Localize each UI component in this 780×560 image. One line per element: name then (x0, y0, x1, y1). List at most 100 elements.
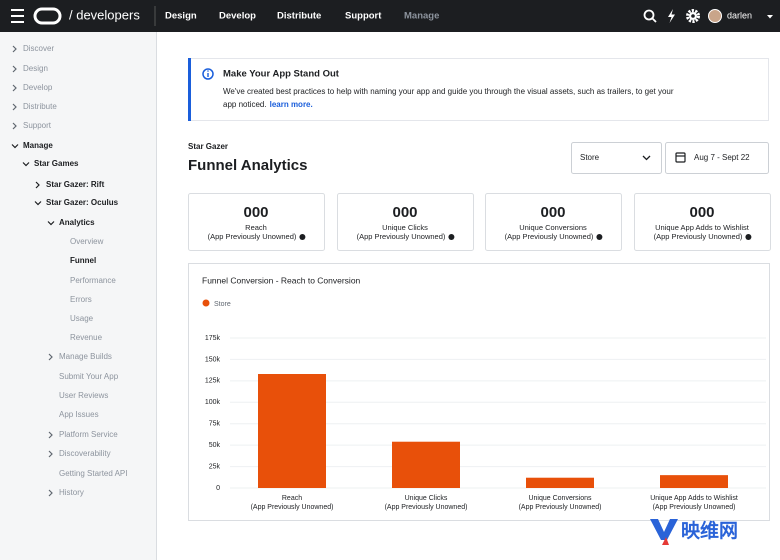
banner-title: Make Your App Stand Out (223, 69, 340, 80)
nav-item[interactable]: Distribute (277, 11, 321, 22)
metric-label: (App Previously Unowned) (208, 232, 297, 241)
sidebar-item[interactable]: Analytics (59, 218, 95, 227)
chevron[interactable] (48, 450, 53, 458)
info-icon[interactable] (745, 234, 752, 240)
x-tick-label: Unique Conversions (528, 495, 592, 502)
metric-card (485, 193, 622, 251)
user-caret[interactable] (767, 15, 773, 19)
chevron[interactable] (12, 122, 17, 130)
chevron[interactable] (12, 84, 17, 92)
menu-icon[interactable] (11, 9, 24, 23)
x-tick-label: (App Previously Unowned) (385, 504, 468, 511)
chevron[interactable] (35, 181, 40, 189)
sidebar-item[interactable]: Distribute (23, 102, 57, 111)
banner-accent (188, 58, 191, 121)
sidebar-item[interactable]: Submit Your App (59, 372, 119, 381)
sidebar-item[interactable]: Manage Builds (59, 352, 112, 361)
sidebar-item[interactable]: App Issues (59, 410, 99, 419)
chevron[interactable] (48, 489, 53, 497)
metric-label: Unique Conversions (519, 223, 587, 232)
legend-marker (202, 299, 210, 307)
avatar[interactable] (708, 9, 722, 23)
sidebar-item[interactable]: Revenue (70, 333, 103, 342)
sidebar-item[interactable]: Design (23, 64, 48, 73)
metric-label: Unique Clicks (382, 223, 428, 232)
metric-value: 000 (392, 204, 417, 221)
sidebar-item[interactable]: Star Gazer: Oculus (46, 198, 119, 207)
nav-item[interactable]: Design (165, 11, 197, 22)
bolt-icon[interactable] (668, 9, 675, 23)
settings-icon[interactable] (686, 9, 700, 23)
sidebar-item[interactable]: Star Games (34, 159, 79, 168)
chevron[interactable] (47, 221, 55, 226)
y-tick-label: 50k (209, 442, 221, 449)
sidebar-item[interactable]: Manage (23, 141, 53, 150)
sidebar-item[interactable]: Performance (70, 276, 116, 285)
bar (526, 477, 594, 488)
chevron[interactable] (12, 45, 17, 53)
metric-card (634, 193, 771, 251)
x-tick-label: Unique App Adds to Wishlist (650, 495, 738, 502)
metric-card (188, 193, 325, 251)
sidebar-item[interactable]: User Reviews (59, 391, 108, 400)
nav-item[interactable]: Support (345, 11, 382, 22)
metric-value: 000 (540, 204, 565, 221)
x-tick-label: (App Previously Unowned) (653, 504, 736, 511)
sidebar-item[interactable]: Platform Service (59, 430, 118, 439)
chevron[interactable] (48, 353, 53, 361)
metric-value: 000 (243, 204, 268, 221)
user-name[interactable]: darlen (727, 10, 752, 20)
banner-text: app noticed. (223, 100, 267, 109)
sidebar-item[interactable]: History (59, 488, 84, 497)
sidebar-item[interactable]: Support (23, 121, 52, 130)
info-icon (202, 68, 214, 80)
banner-link[interactable]: learn more. (270, 100, 313, 109)
chevron[interactable] (22, 162, 30, 167)
x-tick-label: (App Previously Unowned) (519, 504, 602, 511)
x-tick-label: Unique Clicks (405, 495, 448, 502)
date-range[interactable]: Aug 7 - Sept 22 (694, 153, 750, 162)
chevron[interactable] (48, 431, 53, 439)
sidebar-item[interactable]: Errors (70, 295, 92, 304)
info-icon[interactable] (299, 234, 306, 240)
chevron[interactable] (12, 103, 17, 111)
sidebar (0, 32, 156, 560)
brand[interactable]: / developers (69, 7, 140, 22)
sidebar-item[interactable]: Star Gazer: Rift (46, 180, 105, 189)
sidebar-item[interactable]: Discoverability (59, 449, 111, 458)
app-name: Star Gazer (188, 142, 228, 151)
calendar-icon (675, 152, 686, 163)
nav-item[interactable]: Develop (219, 11, 256, 22)
sidebar-item[interactable]: Overview (70, 237, 104, 246)
nav-item[interactable]: Manage (404, 11, 439, 22)
y-tick-label: 100k (205, 399, 221, 406)
watermark-logo (650, 519, 678, 545)
chart-title: Funnel Conversion - Reach to Conversion (202, 275, 361, 285)
sidebar-item[interactable]: Usage (70, 314, 94, 323)
sidebar-item[interactable]: Develop (23, 83, 53, 92)
legend-label: Store (214, 301, 231, 308)
sidebar-item[interactable]: Getting Started API (59, 469, 127, 478)
sidebar-item[interactable]: Discover (23, 44, 54, 53)
y-tick-label: 75k (209, 421, 221, 428)
date-picker[interactable] (665, 142, 769, 174)
filter-dropdown[interactable] (571, 142, 662, 174)
metric-label: (App Previously Unowned) (505, 232, 594, 241)
y-tick-label: 150k (205, 356, 221, 363)
search-icon[interactable] (643, 9, 657, 23)
chevron[interactable] (34, 201, 42, 206)
chevron[interactable] (11, 144, 19, 149)
filter-value[interactable]: Store (580, 153, 600, 162)
y-tick-label: 175k (205, 335, 221, 342)
metric-label: (App Previously Unowned) (357, 232, 446, 241)
chevron[interactable] (12, 65, 17, 73)
y-tick-label: 0 (216, 485, 220, 492)
logo[interactable] (33, 7, 62, 25)
info-icon[interactable] (596, 234, 603, 240)
metric-value: 000 (689, 204, 714, 221)
sidebar-item[interactable]: Funnel (70, 256, 96, 265)
info-icon[interactable] (448, 234, 455, 240)
x-tick-label: Reach (282, 495, 302, 502)
metric-label: Unique App Adds to Wishlist (655, 223, 750, 232)
top-nav (0, 0, 780, 32)
